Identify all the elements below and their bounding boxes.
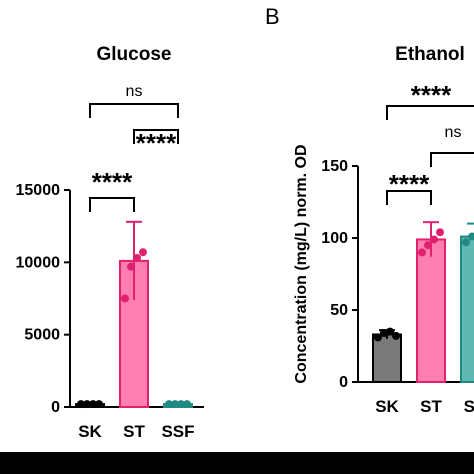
x-tick-label-sk: SK xyxy=(375,397,399,416)
data-point xyxy=(165,400,173,409)
x-tick-label-st: ST xyxy=(420,397,442,416)
x-tick-label-st: ST xyxy=(123,422,145,441)
y-tick-label: 5000 xyxy=(24,327,60,344)
significance-label: **** xyxy=(136,128,177,158)
significance-bracket xyxy=(430,152,474,167)
data-point xyxy=(462,238,470,247)
data-point xyxy=(133,253,141,262)
y-tick-label: 0 xyxy=(51,399,60,416)
y-tick-label: 0 xyxy=(339,374,348,391)
data-point xyxy=(380,329,388,338)
y-tick-label: 15000 xyxy=(16,182,61,199)
chart-title: Ethanol xyxy=(395,44,465,65)
data-point xyxy=(177,400,185,409)
data-point xyxy=(121,294,129,303)
significance-label: ns xyxy=(126,83,143,100)
significance-label: **** xyxy=(92,167,133,197)
significance-bracket xyxy=(133,129,179,144)
data-point xyxy=(139,248,147,257)
panel-b-label: B xyxy=(265,4,280,29)
significance-bracket xyxy=(89,103,179,118)
significance-label: **** xyxy=(411,80,452,110)
significance-bracket xyxy=(386,105,474,120)
bar-ss xyxy=(460,235,474,383)
significance-bracket xyxy=(386,190,432,205)
bottom-bar xyxy=(0,452,474,474)
x-tick-label-ssf: SSF xyxy=(161,422,194,441)
data-point xyxy=(171,400,179,409)
data-point xyxy=(77,400,85,409)
x-tick-label-ss: SS xyxy=(464,397,474,416)
y-axis-label: Concentration (mg/L) norm. OD xyxy=(293,144,310,383)
chart-panel-1: Ethanol 0 50 100 150 Concentration (mg/L) nor… xyxy=(293,44,474,416)
data-point xyxy=(468,232,474,241)
y-tick-label: 100 xyxy=(321,230,348,247)
data-point xyxy=(424,241,432,250)
data-point xyxy=(374,333,382,342)
significance-label: **** xyxy=(389,169,430,199)
data-point xyxy=(386,327,394,336)
chart-panel-0: Glucose 0 5000 10000 15000 SK ST SSF ******** ns xyxy=(16,44,204,441)
data-point xyxy=(83,400,91,409)
significance-bracket xyxy=(89,197,135,212)
bar-sk xyxy=(372,333,402,384)
y-tick-label: 150 xyxy=(321,158,348,175)
y-tick-label: 10000 xyxy=(16,254,61,271)
data-point xyxy=(392,331,400,340)
y-tick-label: 50 xyxy=(330,302,348,319)
data-point xyxy=(430,235,438,244)
data-point xyxy=(127,262,135,271)
data-point xyxy=(95,400,103,409)
chart-title: Glucose xyxy=(97,44,172,65)
data-point xyxy=(436,228,444,237)
significance-label: ns xyxy=(445,124,462,141)
data-point xyxy=(89,400,97,409)
data-point xyxy=(418,248,426,257)
data-point xyxy=(183,400,191,409)
bar-st xyxy=(416,238,446,383)
x-tick-label-sk: SK xyxy=(78,422,102,441)
